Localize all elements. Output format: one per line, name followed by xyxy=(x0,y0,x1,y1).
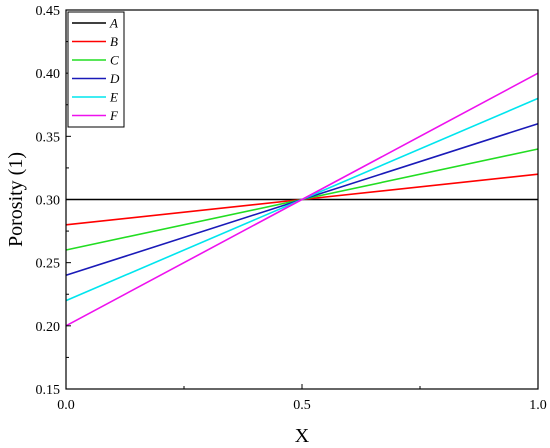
legend-label-c: C xyxy=(110,53,119,68)
legend-box xyxy=(67,11,125,128)
x-tick-label: 0.5 xyxy=(293,398,311,413)
y-tick-label: 0.35 xyxy=(36,130,61,145)
x-tick-label: 1.0 xyxy=(529,398,547,413)
y-tick-label: 0.25 xyxy=(36,257,61,272)
series-line-f xyxy=(65,72,539,327)
axis-ticks: 0.15 0.20 0.25 0.30 0.35 0.40 0.45 0.0 0.5 1.0 xyxy=(36,4,547,413)
legend-label-a: A xyxy=(109,16,118,31)
series-lines xyxy=(65,72,539,327)
y-tick-label: 0.30 xyxy=(36,194,61,209)
x-tick-label: 0.0 xyxy=(57,398,75,413)
legend-label-d: D xyxy=(109,71,120,86)
y-tick-label: 0.40 xyxy=(36,67,61,82)
y-axis-label: Porosity (1) xyxy=(5,152,27,247)
y-tick-label: 0.45 xyxy=(36,4,61,19)
legend-label-f: F xyxy=(109,108,119,123)
y-tick-label: 0.20 xyxy=(36,320,61,335)
legend-label-b: B xyxy=(110,34,118,49)
x-axis-label: X xyxy=(295,425,310,447)
y-tick-label: 0.15 xyxy=(36,383,61,398)
legend-label-e: E xyxy=(109,90,118,105)
